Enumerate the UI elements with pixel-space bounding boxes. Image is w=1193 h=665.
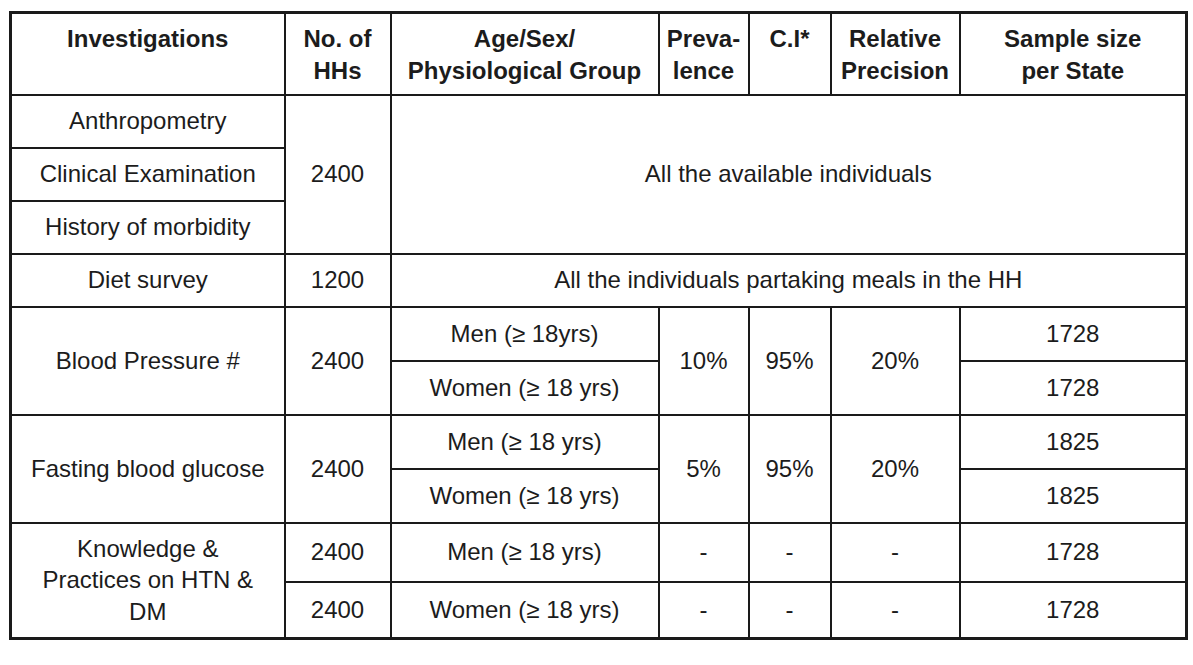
cell-kp-women-relative-precision: - [831,582,960,639]
cell-bp-prevalence: 10% [659,307,749,415]
cell-kp-men-prevalence: - [659,523,749,582]
cell-investigation-history-of-morbidity: History of morbidity [11,201,285,254]
header-no-of-hhs: No. of HHs [285,13,391,95]
cell-fbg-men-sample: 1825 [960,415,1187,469]
cell-fbg-hhs: 2400 [285,415,391,523]
cell-investigation-blood-pressure: Blood Pressure # [11,307,285,415]
cell-kp-women-group: Women (≥ 18 yrs) [391,582,659,639]
cell-investigation-fasting-glucose: Fasting blood glucose [11,415,285,523]
cell-bp-men-group: Men (≥ 18yrs) [391,307,659,361]
document-page: Investigations No. of HHs Age/Sex/ Physi… [0,0,1193,665]
table-row-diet-survey: Diet survey 1200 All the individuals par… [11,254,1187,307]
sampling-design-table: Investigations No. of HHs Age/Sex/ Physi… [9,11,1188,640]
header-ci: C.I* [749,13,831,95]
cell-investigation-knowledge-practices: Knowledge & Practices on HTN & DM [11,523,285,639]
cell-fbg-relative-precision: 20% [831,415,960,523]
cell-diet-hhs: 1200 [285,254,391,307]
table-row-knowledge-practices-men: Knowledge & Practices on HTN & DM 2400 M… [11,523,1187,582]
cell-fbg-prevalence: 5% [659,415,749,523]
cell-kp-women-prevalence: - [659,582,749,639]
cell-investigation-diet-survey: Diet survey [11,254,285,307]
table-header-row: Investigations No. of HHs Age/Sex/ Physi… [11,13,1187,95]
cell-group-hhs: 2400 [285,95,391,254]
cell-fbg-women-sample: 1825 [960,469,1187,523]
cell-kp-women-sample: 1728 [960,582,1187,639]
cell-bp-relative-precision: 20% [831,307,960,415]
cell-kp-men-group: Men (≥ 18 yrs) [391,523,659,582]
header-age-sex-group: Age/Sex/ Physiological Group [391,13,659,95]
cell-kp-women-ci: - [749,582,831,639]
header-investigations: Investigations [11,13,285,95]
cell-bp-women-group: Women (≥ 18 yrs) [391,361,659,415]
cell-investigation-anthropometry: Anthropometry [11,95,285,148]
cell-kp-men-relative-precision: - [831,523,960,582]
cell-diet-note: All the individuals partaking meals in t… [391,254,1187,307]
table-row-fasting-glucose-men: Fasting blood glucose 2400 Men (≥ 18 yrs… [11,415,1187,469]
cell-fbg-men-group: Men (≥ 18 yrs) [391,415,659,469]
cell-group-note: All the available individuals [391,95,1187,254]
header-sample-size: Sample size per State [960,13,1187,95]
table-row-anthropometry: Anthropometry 2400 All the available ind… [11,95,1187,148]
header-prevalence: Preva- lence [659,13,749,95]
cell-bp-women-sample: 1728 [960,361,1187,415]
table-row-blood-pressure-men: Blood Pressure # 2400 Men (≥ 18yrs) 10% … [11,307,1187,361]
cell-bp-men-sample: 1728 [960,307,1187,361]
cell-fbg-ci: 95% [749,415,831,523]
cell-kp-women-hhs: 2400 [285,582,391,639]
cell-kp-men-ci: - [749,523,831,582]
cell-kp-men-hhs: 2400 [285,523,391,582]
cell-bp-hhs: 2400 [285,307,391,415]
cell-fbg-women-group: Women (≥ 18 yrs) [391,469,659,523]
cell-bp-ci: 95% [749,307,831,415]
header-relative-precision: Relative Precision [831,13,960,95]
cell-kp-men-sample: 1728 [960,523,1187,582]
cell-investigation-clinical-examination: Clinical Examination [11,148,285,201]
